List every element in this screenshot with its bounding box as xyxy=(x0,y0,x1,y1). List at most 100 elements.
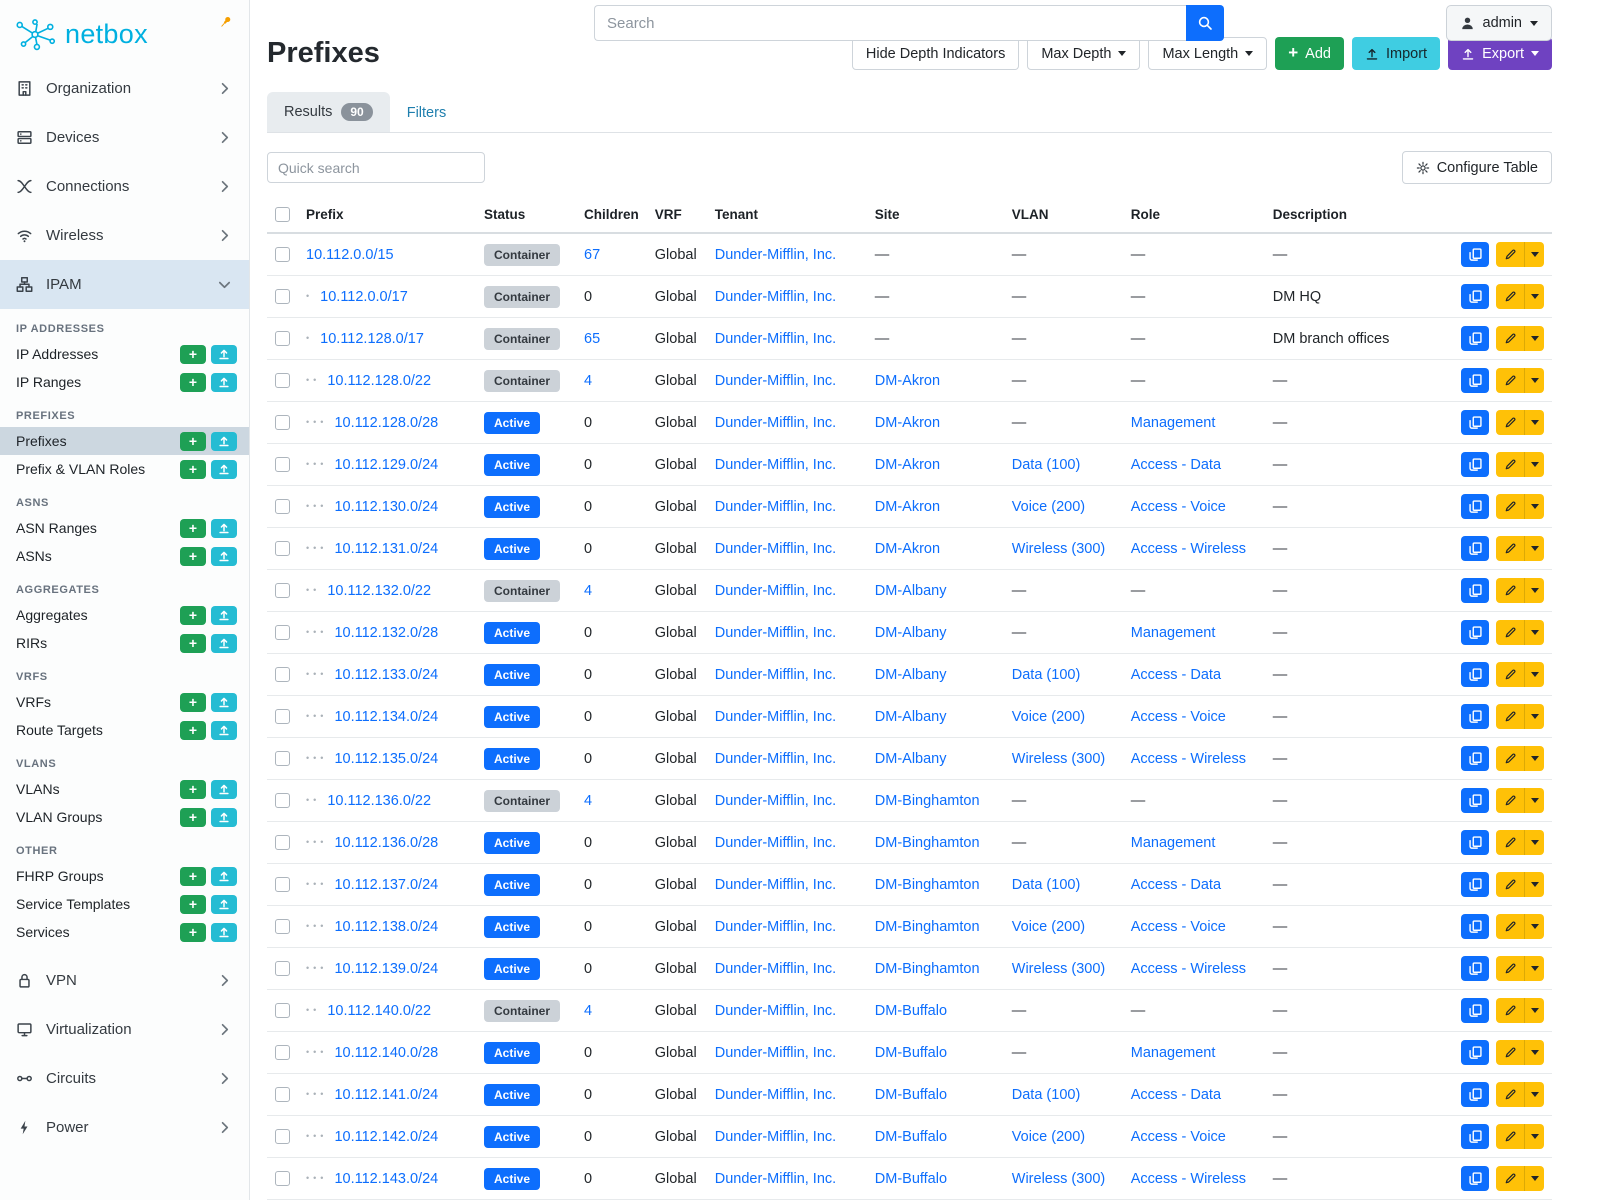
vlan-link[interactable]: Data (100) xyxy=(1011,666,1081,683)
prefix-link[interactable]: 10.112.131.0/24 xyxy=(334,540,439,557)
quick-search-input[interactable] xyxy=(267,152,485,184)
edit-dropdown-button[interactable] xyxy=(1524,578,1544,603)
copy-button[interactable] xyxy=(1461,536,1489,561)
edit-dropdown-button[interactable] xyxy=(1524,326,1544,351)
prefix-link[interactable]: 10.112.134.0/24 xyxy=(334,708,439,725)
edit-button[interactable] xyxy=(1496,1040,1524,1065)
row-checkbox[interactable] xyxy=(275,1003,290,1019)
copy-button[interactable] xyxy=(1461,326,1489,351)
edit-dropdown-button[interactable] xyxy=(1524,1082,1544,1107)
role-link[interactable]: Access - Wireless xyxy=(1130,1170,1246,1187)
prefix-link[interactable]: 10.112.138.0/24 xyxy=(334,918,439,935)
tab-results[interactable]: Results 90 xyxy=(267,92,390,133)
quick-import-button[interactable] xyxy=(211,807,237,827)
tab-filters[interactable]: Filters xyxy=(390,94,463,132)
row-checkbox[interactable] xyxy=(275,793,290,809)
site-link[interactable]: DM-Akron xyxy=(874,414,941,431)
prefix-link[interactable]: 10.112.130.0/24 xyxy=(334,498,439,515)
quick-add-button[interactable]: + xyxy=(180,633,206,653)
tenant-link[interactable]: Dunder-Mifflin, Inc. xyxy=(714,624,837,641)
quick-add-button[interactable]: + xyxy=(180,431,206,451)
edit-button[interactable] xyxy=(1496,620,1524,645)
edit-dropdown-button[interactable] xyxy=(1524,1166,1544,1191)
tenant-link[interactable]: Dunder-Mifflin, Inc. xyxy=(714,792,837,809)
row-checkbox[interactable] xyxy=(275,709,290,725)
quick-import-button[interactable] xyxy=(211,518,237,538)
edit-button[interactable] xyxy=(1496,1166,1524,1191)
quick-add-button[interactable]: + xyxy=(180,518,206,538)
copy-button[interactable] xyxy=(1461,956,1489,981)
hide-depth-indicators-button[interactable]: Hide Depth Indicators xyxy=(851,37,1020,71)
row-checkbox[interactable] xyxy=(275,1087,290,1103)
sidebar-item-fhrp-groups[interactable]: FHRP Groups + xyxy=(0,862,249,890)
row-checkbox[interactable] xyxy=(275,919,290,935)
row-checkbox[interactable] xyxy=(275,331,290,347)
quick-add-button[interactable]: + xyxy=(180,344,206,364)
edit-button[interactable] xyxy=(1496,368,1524,393)
prefix-link[interactable]: 10.112.141.0/24 xyxy=(334,1086,439,1103)
site-link[interactable]: DM-Binghamton xyxy=(874,960,980,977)
children-count-link[interactable]: 4 xyxy=(584,792,593,809)
children-count-link[interactable]: 65 xyxy=(584,330,601,347)
sidebar-item-devices[interactable]: Devices xyxy=(0,113,249,162)
role-link[interactable]: Access - Voice xyxy=(1130,708,1226,725)
column-header-site[interactable]: Site xyxy=(866,196,1004,234)
copy-button[interactable] xyxy=(1461,1082,1489,1107)
edit-dropdown-button[interactable] xyxy=(1524,410,1544,435)
site-link[interactable]: DM-Akron xyxy=(874,456,941,473)
sidebar-item-vpn[interactable]: VPN xyxy=(0,956,249,1005)
row-checkbox[interactable] xyxy=(275,625,290,641)
edit-dropdown-button[interactable] xyxy=(1524,620,1544,645)
site-link[interactable]: DM-Buffalo xyxy=(874,1170,948,1187)
prefix-link[interactable]: 10.112.128.0/22 xyxy=(327,372,432,389)
sidebar-item-ipam[interactable]: IPAM xyxy=(0,260,249,309)
site-link[interactable]: DM-Buffalo xyxy=(874,1002,948,1019)
tenant-link[interactable]: Dunder-Mifflin, Inc. xyxy=(714,876,837,893)
tenant-link[interactable]: Dunder-Mifflin, Inc. xyxy=(714,918,837,935)
edit-button[interactable] xyxy=(1496,704,1524,729)
tenant-link[interactable]: Dunder-Mifflin, Inc. xyxy=(714,1086,837,1103)
children-count-link[interactable]: 4 xyxy=(584,582,593,599)
sidebar-item-virtualization[interactable]: Virtualization xyxy=(0,1005,249,1054)
site-link[interactable]: DM-Buffalo xyxy=(874,1044,948,1061)
quick-import-button[interactable] xyxy=(211,894,237,914)
edit-dropdown-button[interactable] xyxy=(1524,1040,1544,1065)
add-button[interactable]: + Add xyxy=(1275,37,1344,71)
column-header-prefix[interactable]: Prefix xyxy=(298,196,476,234)
sidebar-item-asns[interactable]: ASNs + xyxy=(0,542,249,570)
vlan-link[interactable]: Voice (200) xyxy=(1011,1128,1086,1145)
row-checkbox[interactable] xyxy=(275,835,290,851)
tenant-link[interactable]: Dunder-Mifflin, Inc. xyxy=(714,456,837,473)
prefix-link[interactable]: 10.112.129.0/24 xyxy=(334,456,439,473)
edit-button[interactable] xyxy=(1496,326,1524,351)
column-header-status[interactable]: Status xyxy=(476,196,576,234)
quick-add-button[interactable]: + xyxy=(180,866,206,886)
site-link[interactable]: DM-Akron xyxy=(874,540,941,557)
row-checkbox[interactable] xyxy=(275,877,290,893)
row-checkbox[interactable] xyxy=(275,541,290,557)
role-link[interactable]: Management xyxy=(1130,414,1216,431)
sidebar-item-vrfs[interactable]: VRFs + xyxy=(0,688,249,716)
role-link[interactable]: Access - Data xyxy=(1130,456,1222,473)
edit-button[interactable] xyxy=(1496,578,1524,603)
edit-button[interactable] xyxy=(1496,662,1524,687)
site-link[interactable]: DM-Albany xyxy=(874,582,947,599)
prefix-link[interactable]: 10.112.128.0/17 xyxy=(320,330,424,347)
role-link[interactable]: Access - Voice xyxy=(1130,918,1226,935)
site-link[interactable]: DM-Binghamton xyxy=(874,792,980,809)
quick-import-button[interactable] xyxy=(211,372,237,392)
row-checkbox[interactable] xyxy=(275,247,290,263)
role-link[interactable]: Management xyxy=(1130,624,1216,641)
quick-add-button[interactable]: + xyxy=(180,720,206,740)
quick-add-button[interactable]: + xyxy=(180,605,206,625)
column-header-role[interactable]: Role xyxy=(1122,196,1265,234)
role-link[interactable]: Access - Voice xyxy=(1130,1128,1226,1145)
site-link[interactable]: DM-Albany xyxy=(874,708,947,725)
quick-import-button[interactable] xyxy=(211,692,237,712)
quick-add-button[interactable]: + xyxy=(180,894,206,914)
quick-add-button[interactable]: + xyxy=(180,692,206,712)
edit-dropdown-button[interactable] xyxy=(1524,494,1544,519)
edit-dropdown-button[interactable] xyxy=(1524,914,1544,939)
tenant-link[interactable]: Dunder-Mifflin, Inc. xyxy=(714,834,837,851)
copy-button[interactable] xyxy=(1461,1040,1489,1065)
